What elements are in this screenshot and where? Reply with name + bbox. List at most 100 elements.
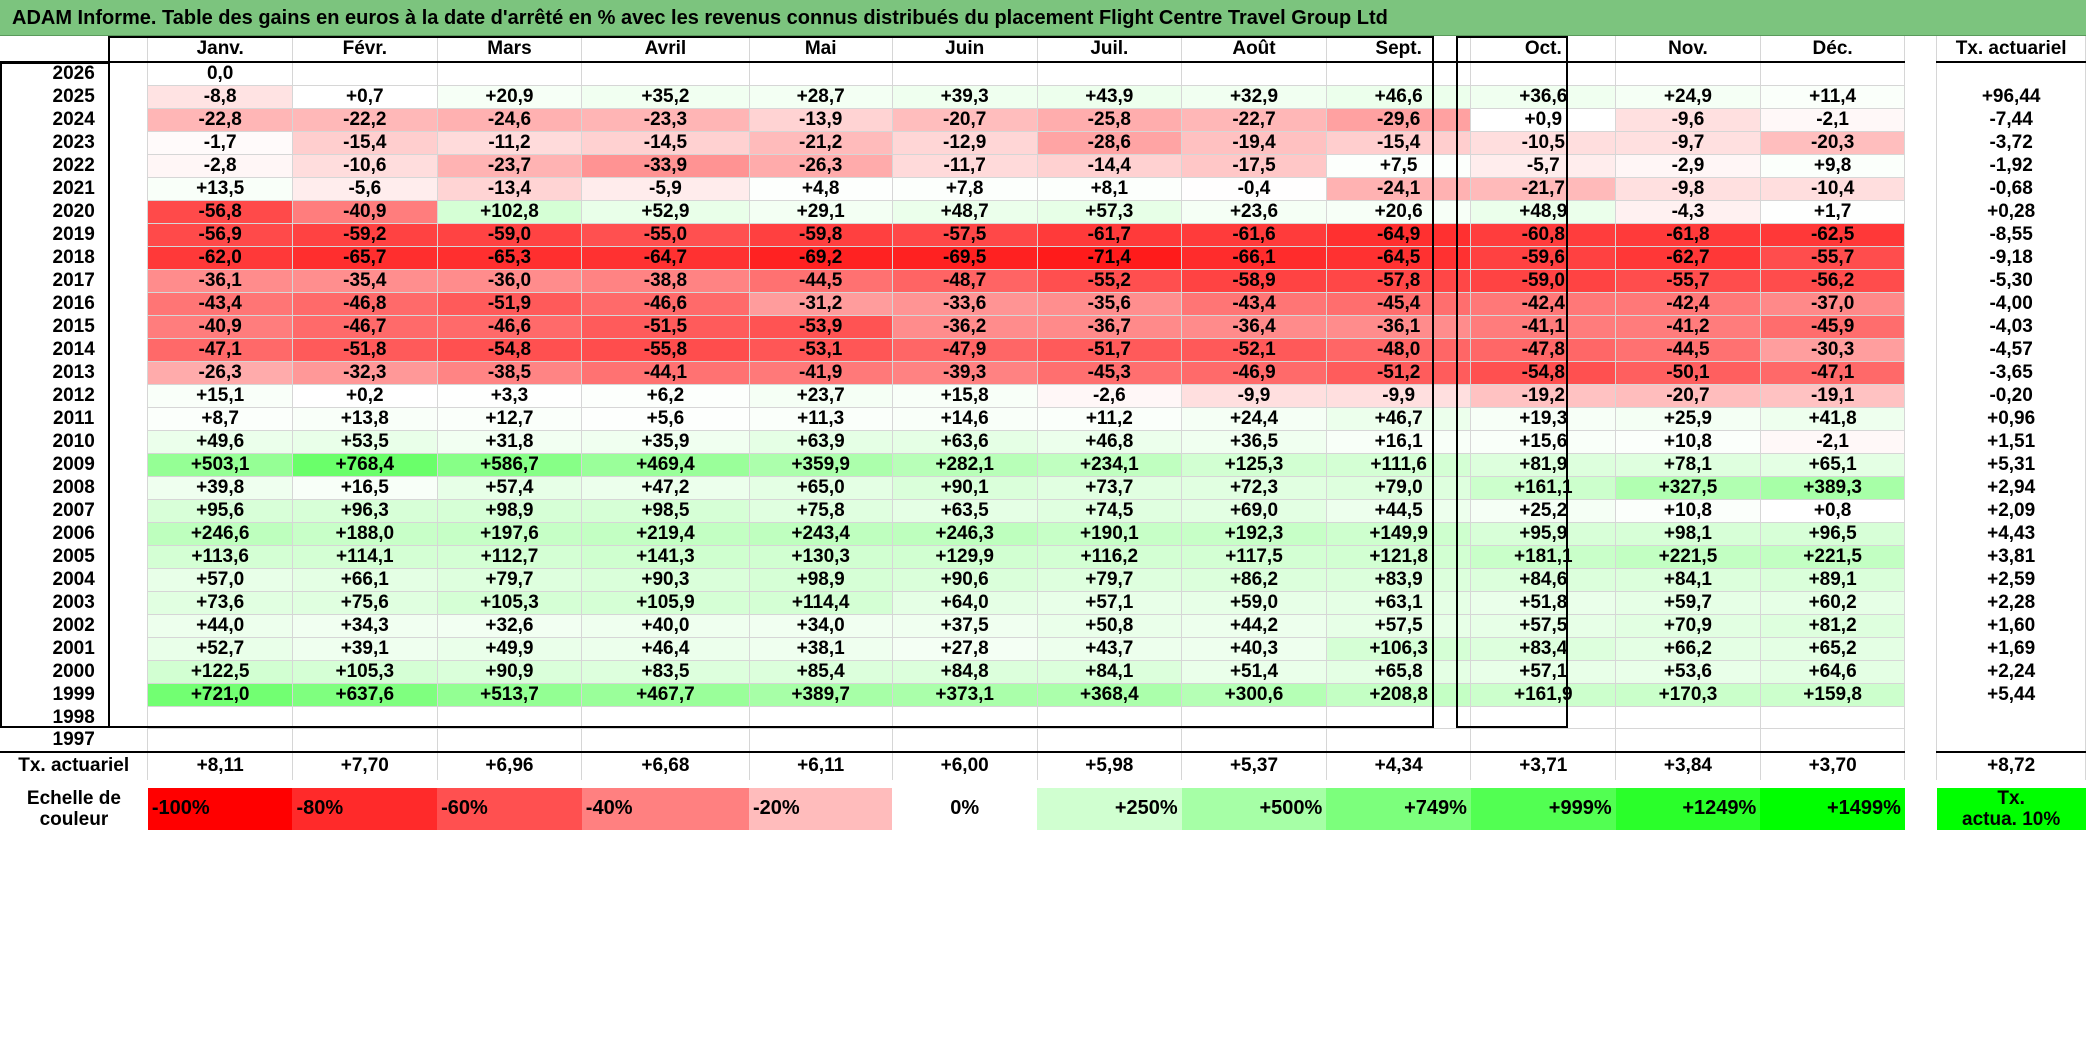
month-header: Sept.	[1325, 36, 1472, 62]
value-cell: -42,4	[1470, 292, 1617, 316]
year-label: 2001	[52, 638, 95, 659]
value-cell: -50,1	[1615, 361, 1761, 385]
value-cell: +57,0	[147, 568, 293, 592]
value-cell	[1759, 61, 1906, 86]
value-cell: -28,6	[1036, 131, 1183, 155]
value-cell: +63,1	[1325, 591, 1472, 615]
value-cell: -43,4	[1181, 292, 1327, 316]
value-cell: -36,7	[1036, 315, 1183, 339]
annual-value: -4,57	[1936, 338, 2086, 362]
corner-cell	[0, 36, 148, 62]
value-cell: +83,9	[1325, 568, 1472, 592]
value-cell: +5,6	[581, 407, 750, 431]
annual-header: Tx. actuariel	[1936, 36, 2086, 62]
value-cell: +64,0	[891, 591, 1038, 615]
value-cell: +63,5	[891, 499, 1038, 523]
legend-row: Echelle de couleur -100% -80% -60% -40% -20% 0%…	[0, 787, 2086, 830]
value-cell: +246,3	[891, 522, 1038, 546]
value-cell: +53,6	[1615, 660, 1761, 684]
value-cell: +65,0	[748, 476, 893, 500]
value-cell: -23,3	[581, 108, 750, 132]
value-cell: -10,5	[1470, 131, 1617, 155]
value-cell: +29,1	[748, 200, 893, 224]
value-cell: +6,2	[581, 384, 750, 408]
value-cell: -9,6	[1615, 108, 1761, 132]
year-label: 2008	[52, 477, 95, 498]
gap-cell	[1905, 477, 1937, 500]
value-cell: +59,7	[1615, 591, 1761, 615]
value-cell: +35,2	[581, 85, 750, 109]
value-cell: +73,7	[1036, 476, 1183, 500]
value-cell: -2,6	[1036, 384, 1183, 408]
gap-cell	[1905, 454, 1937, 477]
value-cell: +219,4	[581, 522, 750, 546]
value-cell: -60,8	[1470, 223, 1617, 247]
gap-cell	[1905, 592, 1937, 615]
value-cell: -52,1	[1181, 338, 1327, 362]
value-cell: -9,9	[1181, 384, 1327, 408]
value-cell: +69,0	[1181, 499, 1327, 523]
value-cell: +721,0	[147, 683, 293, 707]
value-cell: -47,1	[147, 338, 293, 362]
value-cell: +197,6	[436, 522, 583, 546]
value-cell: -57,8	[1325, 269, 1472, 293]
gap-cell	[1905, 86, 1937, 109]
value-cell: +159,8	[1759, 683, 1906, 707]
footer-value: +3,84	[1615, 750, 1761, 780]
value-cell: -2,8	[147, 154, 293, 178]
spacer-row	[0, 780, 2086, 788]
value-cell: +221,5	[1759, 545, 1906, 569]
value-cell: -41,1	[1470, 315, 1617, 339]
value-cell: +208,8	[1325, 683, 1472, 707]
value-cell: +10,8	[1615, 430, 1761, 454]
value-cell: +102,8	[436, 200, 583, 224]
year-label: 2006	[52, 523, 95, 544]
value-cell: -26,3	[147, 361, 293, 385]
legend-swatch: +250%	[1037, 787, 1182, 830]
value-cell	[1470, 728, 1617, 752]
value-cell: +83,5	[581, 660, 750, 684]
value-cell: -69,2	[748, 246, 893, 270]
value-cell: -62,0	[147, 246, 293, 270]
value-cell	[581, 728, 750, 752]
value-cell: +637,6	[291, 683, 438, 707]
table-row: 2015 -40,9 -46,7 -46,6 -51,5 -53,9 -36,2 -36,7-…	[0, 315, 2086, 339]
year-label: 2019	[52, 224, 95, 245]
value-cell: +31,8	[436, 430, 583, 454]
month-header: Nov.	[1615, 36, 1761, 62]
value-cell: -36,4	[1181, 315, 1327, 339]
value-cell: -13,9	[748, 108, 893, 132]
value-cell: -45,3	[1036, 361, 1183, 385]
legend-swatch: +749%	[1326, 787, 1471, 830]
annual-value: +2,28	[1936, 591, 2086, 615]
value-cell: +49,6	[147, 430, 293, 454]
month-header: Juil.	[1036, 36, 1183, 62]
value-cell	[748, 728, 893, 752]
value-cell: -43,4	[147, 292, 293, 316]
year-label: 2018	[52, 247, 95, 268]
value-cell: -25,8	[1036, 108, 1183, 132]
value-cell: +98,1	[1615, 522, 1761, 546]
value-cell: +24,4	[1181, 407, 1327, 431]
legend-swatch: +1249%	[1615, 787, 1761, 830]
value-cell: +48,7	[891, 200, 1038, 224]
value-cell: +0,9	[1470, 108, 1617, 132]
table-row: 1998	[0, 706, 2086, 729]
legend-swatch: -80%	[292, 787, 438, 830]
value-cell: +16,1	[1325, 430, 1472, 454]
value-cell: +78,1	[1615, 453, 1761, 477]
month-header: Janv.	[147, 36, 293, 62]
value-cell: +75,8	[748, 499, 893, 523]
value-cell: +8,1	[1036, 177, 1183, 201]
value-cell	[1759, 728, 1906, 752]
gap-cell	[1905, 178, 1937, 201]
value-cell: -8,8	[147, 85, 293, 109]
value-cell: -65,7	[291, 246, 438, 270]
spacer-cell	[1037, 780, 1182, 788]
gap-cell	[1905, 707, 1937, 729]
value-cell: +66,1	[291, 568, 438, 592]
value-cell: -55,7	[1615, 269, 1761, 293]
year-label: 1997	[52, 728, 95, 750]
value-cell: -22,8	[147, 108, 293, 132]
value-cell: +84,1	[1036, 660, 1183, 684]
